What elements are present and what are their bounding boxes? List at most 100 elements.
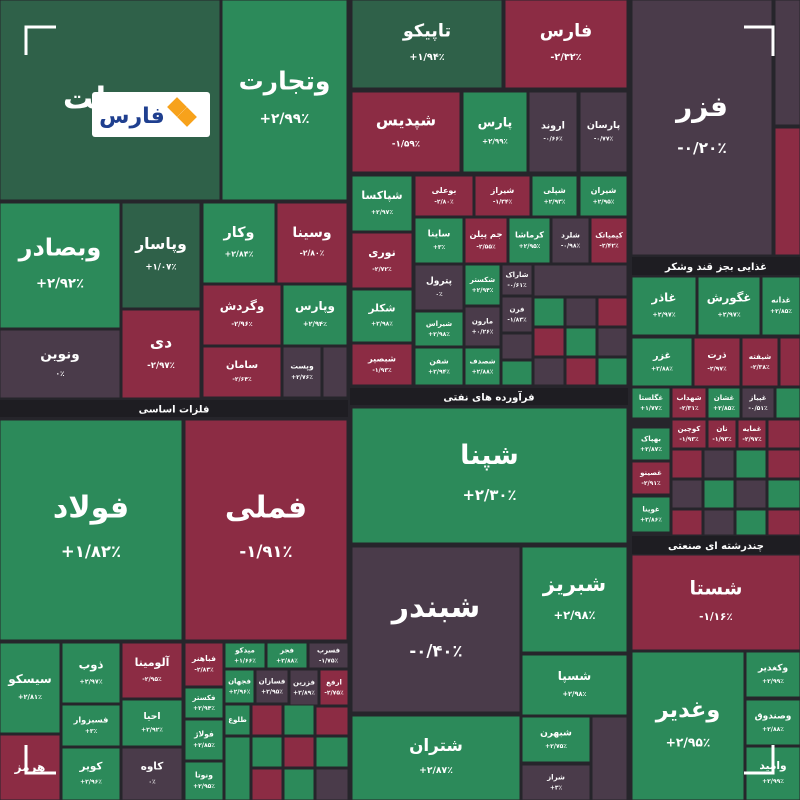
tile-change: +۲/۹۴٪ [303,320,327,328]
tile-box [671,419,707,449]
tile-filler [671,449,703,479]
tile: وتجارت +۲/۹۹٪ [221,0,348,201]
tile-box [462,91,528,173]
tile-change: +۲/۹۸٪ [428,331,450,338]
tile-name: مارون [472,318,493,326]
tile-box [631,461,671,495]
tile: غزر +۲/۸۸٪ [631,337,693,387]
tile-change: +۲/۹۷٪ [652,311,675,319]
tile: شبصیر -۱/۹۳٪ [351,343,413,386]
logo: فارس [92,92,210,137]
tile-filler [283,736,315,768]
tile-box [121,747,183,800]
tile-name: غپیاز [748,394,766,402]
tile: وپارس +۲/۹۴٪ [282,284,348,346]
tile-box [474,175,531,217]
tile-box [351,289,413,343]
frame-corners [24,25,775,775]
tile-name: شپلی [543,186,566,195]
tile-box [351,175,413,232]
tile-name: غگورش [707,290,752,305]
tile-name: وکار [222,225,254,241]
section-label: غذایی بجز قند وشکر [664,262,767,273]
tile: شسپا +۲/۹۸٪ [521,654,628,716]
tile: فولاد +۱/۸۲٪ [0,419,183,641]
tile-name: ساینا [428,230,451,240]
tile-change: +۲/۹۷٪ [79,678,102,686]
tile: میدکو +۱/۶۶٪ [224,642,266,669]
tile-name: شستا [690,578,743,600]
tile-box [221,0,348,201]
tile: وپاسار +۱/۰۷٪ [121,202,201,309]
tile-name: فولاژ [193,730,214,739]
tile-change: +۲/۹۵٪ [193,783,215,790]
tile-name: پترول [426,277,452,287]
tile-name: کرماشا [515,229,544,240]
tile: فزرین +۲/۸۹٪ [289,669,319,706]
tile-filler [703,509,735,536]
tile: بوعلی -۲/۸۰٪ [414,175,474,217]
tile-name: غصینو [639,469,662,477]
section-bar [632,536,800,554]
tile-box [521,764,591,800]
tile-box [761,276,800,336]
tile-box [508,217,551,264]
tile-change: -۱/۵۹٪ [392,140,420,150]
tile-name: وگردش [220,299,265,314]
tile: جم پیلن -۲/۵۵٪ [464,217,508,264]
tile-name: پارس [478,116,513,131]
tile: پارسان -۰/۷۷٪ [579,91,628,173]
section-bar [350,388,628,405]
tile: شیفته -۲/۳۸٪ [741,337,779,387]
tile: شبندر -۰/۴۰٪ [351,546,521,713]
section-bar [632,257,800,275]
tile-filler [533,264,628,297]
tile: شپدیس -۱/۵۹٪ [351,91,461,173]
tile-change: -۲/۹۷٪ [147,361,175,371]
tile-filler [565,357,597,386]
corner [24,25,56,55]
tile-box [184,419,348,641]
tile-change: +۰/۲۶٪ [472,328,494,335]
tile-name: شیراس [426,320,452,328]
tile: فملی -۱/۹۱٪ [184,419,348,641]
tile-name: فجر [279,647,294,655]
tile-change: +۲/۹۹٪ [482,137,508,146]
tile-change: +۱/۷۷٪ [640,405,662,412]
tile-box [707,387,741,419]
section-label: فرآورده های نفتی [443,391,534,404]
tile: ارفع -۲/۷۵٪ [319,669,349,706]
tile-box [631,337,693,387]
tile: آلومینا -۲/۹۵٪ [121,642,183,699]
tile-change: ۰٪ [435,291,443,298]
tile-change: -۱/۷۵٪ [319,657,339,664]
tile-change: +۲/۹۸٪ [553,608,595,622]
tile-filler [775,387,800,419]
tile-change: -۲/۹۵٪ [142,676,162,683]
tile: فجهان +۲/۹۶٪ [224,669,255,704]
tile-change: -۲/۹۱٪ [641,480,661,487]
tile: فجر +۲/۸۸٪ [266,642,308,669]
tile-change: +۱/۶۶٪ [234,657,256,664]
tile-filler [735,509,767,536]
tile-name: شاراک [505,271,528,279]
tile-change: -۲/۴۲٪ [599,242,619,249]
tile-filler [767,479,800,509]
section-bar [0,400,348,417]
tile-filler [703,479,735,509]
tile-name: فباهنر [191,654,216,663]
tile-filler [565,297,597,327]
tile-name: وتجارت [239,67,331,97]
tile-name: وبصادر [18,234,102,262]
tile-change: -۰/۹۸٪ [561,243,581,250]
tile-box [184,642,224,687]
tile-box [202,346,282,398]
tile-filler [735,449,767,479]
tile: سیسکو +۲/۸۱٪ [0,642,61,734]
tile-change: -۲/۸۰٪ [434,199,454,206]
tile: غصینو -۲/۹۱٪ [631,461,671,495]
tile-name: شراز [546,774,565,782]
tile-change: +۳٪ [85,728,98,735]
tile-name: وکغدیر [757,664,788,674]
